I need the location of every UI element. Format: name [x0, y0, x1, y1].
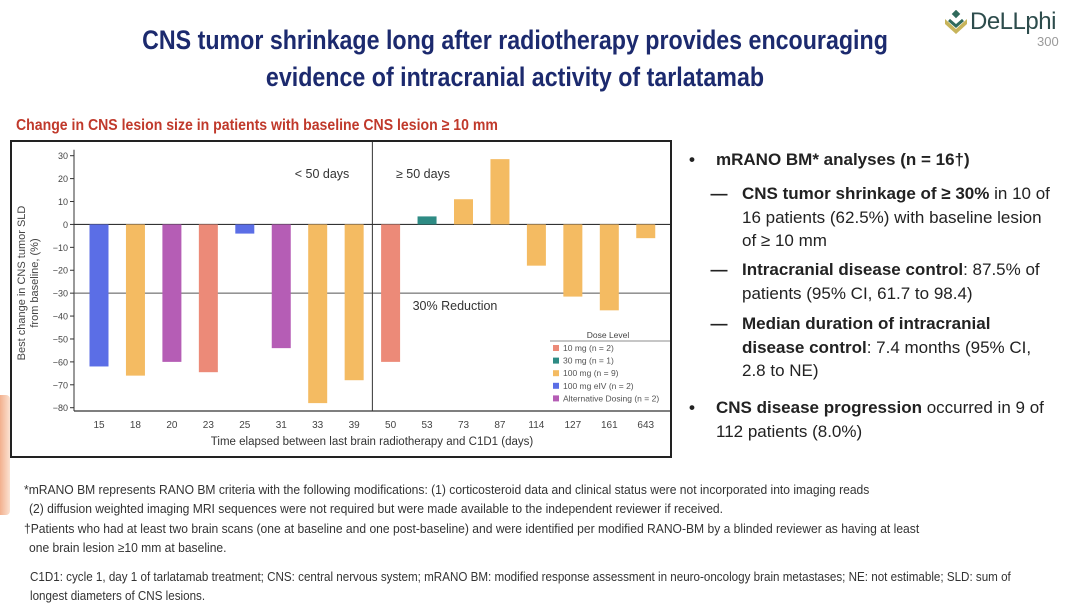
x-tick-label: 50: [385, 420, 397, 431]
legend-label: Alternative Dosing (n = 2): [563, 393, 659, 403]
y-tick-label: 10: [58, 197, 68, 207]
legend-swatch-30-mg: [553, 357, 559, 364]
y-tick-label: −40: [53, 312, 68, 322]
y-tick-label: −10: [53, 243, 68, 253]
y-tick-label: −30: [53, 289, 68, 299]
bar-day-114: [526, 224, 546, 266]
bar-day-39: [344, 224, 364, 381]
legend-swatch-alternative-dosing: [553, 395, 559, 402]
x-tick-label: 33: [312, 420, 324, 431]
region-label-50-plus-days: ≥ 50 days: [396, 167, 450, 181]
chart-frame: [10, 140, 672, 458]
dash-marker: —: [710, 184, 728, 203]
bar-day-161: [599, 224, 619, 311]
bullet-bold-text: Intracranial disease control: [742, 260, 964, 279]
bullet-text: CNS tumor shrinkage of ≥ 30% in 10 of 16…: [742, 182, 1052, 253]
legend-swatch-100-mg: [553, 370, 559, 377]
y-axis-title: Best change in CNS tumor SLDfrom baselin…: [16, 206, 41, 361]
x-tick-label: 127: [565, 420, 582, 431]
bullet-bold-text: mRANO BM* analyses (n = 16†): [716, 150, 970, 169]
y-tick-label: −70: [53, 380, 68, 390]
logo-wordmark: DeLLphi: [970, 8, 1056, 35]
legend-swatch-10-mg: [553, 345, 559, 351]
y-tick-label: −50: [53, 334, 68, 344]
bullet-regular-text: : 87.5% of patients (95% CI, 61.7 to 98.…: [742, 260, 1040, 303]
legend-label: 30 mg (n = 1): [563, 356, 614, 366]
bullet-regular-text: occurred in 9 of 112 patients (8.0%): [716, 398, 1044, 441]
region-label-under-50-days: < 50 days: [295, 167, 350, 181]
bar-day-53: [417, 216, 437, 225]
footnote-patients-line-2: one brain lesion ≥10 mm at baseline.: [29, 540, 227, 555]
bar-day-127: [563, 224, 583, 297]
bar-day-20: [162, 224, 182, 362]
bullet-regular-text: in 10 of 16 patients (62.5%) with baseli…: [742, 184, 1050, 250]
x-tick-label: 18: [130, 420, 142, 431]
footnote-mrano-line-2: (2) diffusion weighted imaging MRI seque…: [29, 501, 724, 516]
bar-day-643: [636, 224, 656, 239]
dash-marker: —: [710, 260, 728, 279]
y-tick-label: −60: [53, 357, 68, 367]
x-tick-label: 23: [203, 420, 215, 431]
bullet-marker: •: [689, 398, 695, 417]
bar-day-15: [89, 224, 109, 367]
bar-day-73: [454, 199, 473, 225]
y-tick-label: −20: [53, 266, 68, 276]
x-tick-label: 20: [166, 420, 178, 431]
x-tick-label: 53: [421, 420, 433, 431]
bar-day-25: [235, 224, 255, 234]
y-tick-label: 30: [58, 151, 68, 161]
x-tick-label: 643: [637, 420, 654, 431]
slide-title: CNS tumor shrinkage long after radiother…: [107, 22, 924, 96]
y-tick-label: −80: [53, 403, 68, 413]
bullet-text: CNS disease progression occurred in 9 of…: [716, 396, 1056, 443]
reference-line-label: 30% Reduction: [413, 299, 498, 313]
bar-day-33: [308, 224, 328, 404]
x-tick-label: 39: [349, 420, 361, 431]
logo-subtext: 300: [1037, 34, 1059, 49]
chart-heading: Change in CNS lesion size in patients wi…: [16, 117, 498, 134]
bullet-text: Intracranial disease control: 87.5% of p…: [742, 258, 1052, 305]
bar-day-50: [381, 224, 401, 362]
dellphi-logo: DeLLphi 300: [944, 4, 1074, 52]
x-tick-label: 15: [93, 420, 105, 431]
slide-title-line-1: CNS tumor shrinkage long after radiother…: [142, 25, 888, 55]
legend-swatch-100-mg-eiv: [553, 382, 559, 389]
abbreviations-line-2: longest diameters of CNS lesions.: [30, 589, 206, 603]
x-tick-label: 87: [494, 420, 506, 431]
slide-title-line-2: evidence of intracranial activity of tar…: [265, 62, 765, 92]
diamond-chevron-icon: [945, 10, 967, 34]
x-tick-label: 114: [528, 420, 544, 431]
abbreviations-line-1: C1D1: cycle 1, day 1 of tarlatamab treat…: [30, 570, 1011, 584]
y-axis-title-line-1: Best change in CNS tumor SLD: [16, 206, 28, 361]
bar-day-18: [125, 224, 145, 376]
legend-label: 100 mg (n = 9): [563, 368, 619, 378]
bar-day-23: [198, 224, 218, 373]
bullet-text: mRANO BM* analyses (n = 16†): [716, 148, 1072, 172]
bullet-bold-text: Median duration of intracranial disease …: [742, 314, 991, 357]
bar-day-87: [490, 159, 510, 225]
x-tick-label: 73: [458, 420, 470, 431]
dash-marker: —: [710, 314, 728, 333]
footnote-patients-line-1: †Patients who had at least two brain sca…: [24, 521, 920, 536]
bullet-regular-text: : 7.4 months (95% CI, 2.8 to NE): [742, 337, 1032, 381]
legend-label: 10 mg (n = 2): [563, 343, 614, 353]
footnote-mrano-line-1: *mRANO BM represents RANO BM criteria wi…: [24, 482, 870, 497]
x-axis-title: Time elapsed between last brain radiothe…: [211, 436, 534, 448]
x-tick-label: 25: [239, 420, 251, 431]
bar-day-31: [271, 224, 291, 349]
x-tick-label: 31: [276, 420, 288, 431]
y-tick-label: 20: [58, 174, 68, 184]
bullet-bold-text: CNS tumor shrinkage of ≥ 30%: [742, 184, 990, 203]
legend-label: 100 mg eIV (n = 2): [563, 381, 634, 391]
legend-title: Dose Level: [587, 330, 630, 340]
bullet-text: Median duration of intracranial disease …: [742, 312, 1052, 383]
y-axis-title-line-2: from baseline, (%): [29, 238, 41, 327]
bullet-bold-text: CNS disease progression: [716, 398, 922, 417]
y-tick-label: 0: [63, 220, 68, 230]
x-tick-label: 161: [601, 420, 618, 431]
bullet-marker: •: [689, 150, 695, 169]
decorative-edge-accent: [0, 395, 10, 515]
